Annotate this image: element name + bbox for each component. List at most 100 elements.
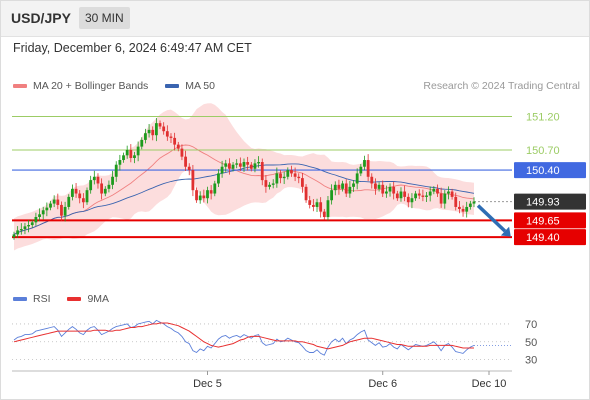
candle-body <box>461 208 465 212</box>
candle-body <box>293 173 297 177</box>
rsi-swatch <box>13 297 27 302</box>
timeframe-button[interactable]: 30 MIN <box>79 7 130 29</box>
candle-body <box>224 163 228 167</box>
candle-body <box>341 183 344 189</box>
candle-body <box>326 200 330 217</box>
candle-body <box>465 206 469 212</box>
rsi-tick-50: 50 <box>525 337 537 349</box>
candle-body <box>290 170 293 174</box>
candle-body <box>176 144 180 149</box>
candle-body <box>187 166 191 171</box>
candle-body <box>140 139 144 147</box>
level-box-149.65 <box>514 212 586 229</box>
candle-body <box>162 126 166 132</box>
candle-body <box>56 199 60 205</box>
candle-body <box>220 166 224 174</box>
candle-body <box>38 214 41 217</box>
legend-ma50: MA 50 <box>165 80 215 92</box>
bollinger-band <box>14 103 474 251</box>
candle-body <box>425 195 428 197</box>
candle-body <box>395 193 399 199</box>
time-tick-label: Dec 10 <box>472 378 507 390</box>
candle-body <box>129 149 133 159</box>
time-tick-label: Dec 5 <box>193 378 222 390</box>
candle-body <box>107 184 111 189</box>
rsi-tick-30: 30 <box>525 355 537 367</box>
candle-body <box>217 173 220 184</box>
candle-body <box>279 173 282 179</box>
candle-body <box>60 204 63 216</box>
level-box-150.40 <box>514 162 586 179</box>
ma20-swatch <box>13 84 27 89</box>
candle-body <box>133 155 136 159</box>
candle-body <box>81 198 85 203</box>
candle-body <box>191 170 195 191</box>
level-label-149.40: 149.40 <box>526 232 560 244</box>
candle-body <box>45 207 49 211</box>
candle-body <box>472 201 476 204</box>
candle-body <box>100 183 104 194</box>
candle-body <box>246 162 250 165</box>
candle-body <box>399 191 403 199</box>
legend-ma20-label: MA 20 + Bollinger Bands <box>33 80 149 92</box>
candle-body <box>23 226 27 230</box>
legend-ma50-label: MA 50 <box>185 80 215 92</box>
candle-body <box>63 206 67 216</box>
legend-rsi-ma-label: 9MA <box>87 293 110 305</box>
candle-body <box>41 210 45 215</box>
candle-body <box>337 184 341 189</box>
forecast-arrow-head <box>500 226 511 237</box>
bollinger-band-layer <box>14 103 474 251</box>
candle-body <box>421 195 425 197</box>
candle-body <box>301 178 304 187</box>
candle-body <box>439 193 443 204</box>
candle-body <box>249 164 253 169</box>
candle-body <box>392 186 396 194</box>
legend-ma20: MA 20 + Bollinger Bands <box>13 80 148 92</box>
legend-rsi-label: RSI <box>33 293 51 305</box>
candle-body <box>297 176 301 179</box>
candle-body <box>468 203 472 207</box>
candle-body <box>457 206 461 209</box>
candle-body <box>447 191 450 194</box>
candle-body <box>374 183 377 189</box>
candle-body <box>410 198 414 203</box>
candle-body <box>74 188 78 194</box>
candle-body <box>180 148 184 157</box>
candle-body <box>154 123 158 136</box>
candle-body <box>151 129 155 136</box>
candle-body <box>330 190 334 201</box>
candle-body <box>260 162 264 181</box>
watermark: Research © 2024 Trading Central <box>423 80 580 92</box>
candle-body <box>169 136 173 138</box>
price-legend: MA 20 + Bollinger Bands MA 50 <box>13 80 229 92</box>
candle-body <box>158 123 162 127</box>
candle-body <box>432 188 436 192</box>
candle-body <box>85 190 89 203</box>
candle-body <box>388 186 392 192</box>
candle-body <box>304 186 308 201</box>
candle-body <box>443 193 447 204</box>
candle-body <box>78 193 82 199</box>
rsi-ma-swatch <box>67 297 82 302</box>
rsi-panel: 70 50 30 <box>12 319 537 367</box>
candle-body <box>111 176 114 185</box>
candle-body <box>114 164 118 177</box>
level-label-149.65: 149.65 <box>526 215 560 227</box>
candle-body <box>454 196 458 207</box>
candle-body <box>198 195 202 201</box>
candle-body <box>96 176 100 184</box>
candle-body <box>235 163 239 165</box>
candle-body <box>209 190 213 194</box>
candle-body <box>16 230 20 235</box>
candle-body <box>12 234 16 238</box>
candle-body <box>202 195 206 199</box>
level-label-151.20: 151.20 <box>526 111 560 123</box>
candle-body <box>370 176 374 184</box>
candle-body <box>377 184 381 189</box>
time-tick-label: Dec 6 <box>368 378 397 390</box>
candle-body <box>403 191 407 197</box>
candle-body <box>315 202 319 207</box>
candle-body <box>206 190 209 199</box>
